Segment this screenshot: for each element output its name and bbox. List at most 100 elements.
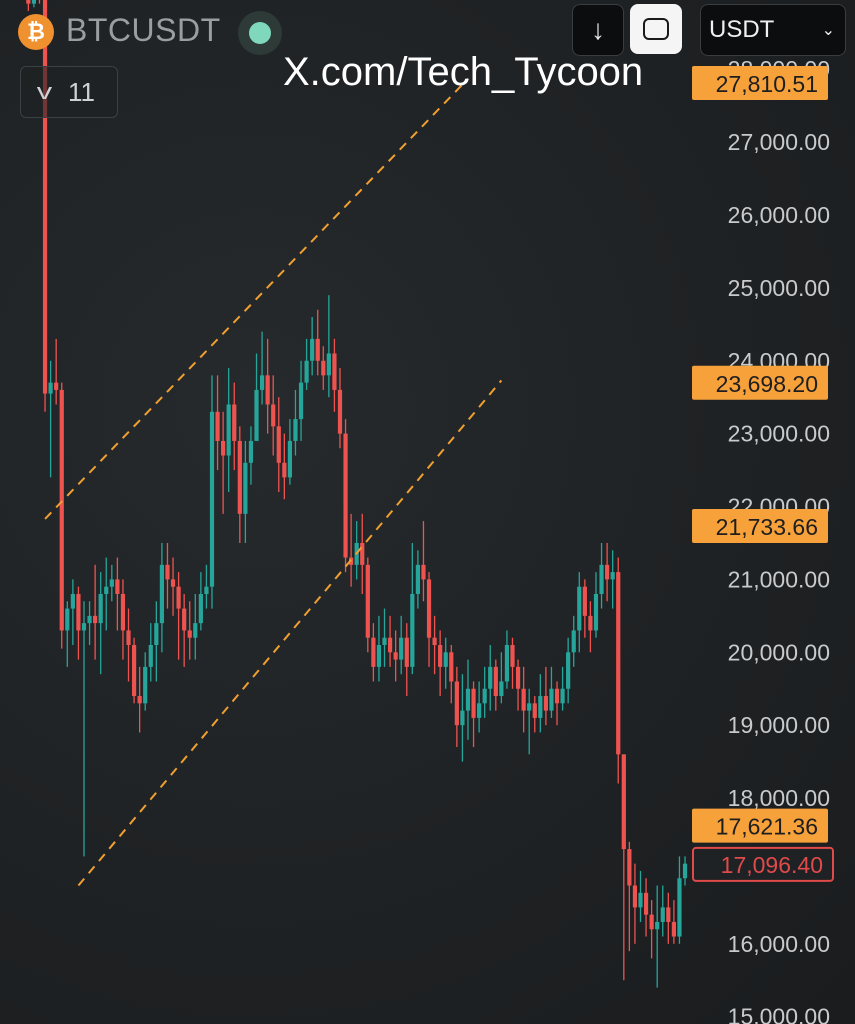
candle <box>42 0 48 412</box>
candle-body <box>120 593 126 631</box>
candle <box>226 368 231 492</box>
candle <box>599 542 604 609</box>
candle <box>588 601 593 653</box>
candle-body <box>404 637 409 667</box>
y-tick-label: 15,000.00 <box>728 1004 830 1024</box>
candle <box>221 411 226 514</box>
candle <box>109 564 114 602</box>
candle <box>310 317 315 376</box>
candle <box>399 615 404 675</box>
candle <box>504 630 510 689</box>
candle-body <box>137 696 142 704</box>
candle-body <box>232 404 237 441</box>
fullscreen-button[interactable] <box>630 4 682 54</box>
candle-body <box>221 440 226 456</box>
candle <box>549 666 554 718</box>
download-arrow-icon: ↓ <box>591 14 605 45</box>
candle <box>237 426 242 543</box>
candle-body <box>304 360 309 383</box>
candle <box>104 557 109 631</box>
candle <box>488 645 493 711</box>
channel-line[interactable] <box>44 78 469 520</box>
candle <box>287 419 293 485</box>
candle <box>376 615 382 682</box>
candle <box>521 666 526 733</box>
candle <box>454 666 459 748</box>
candle <box>682 856 688 886</box>
candle-body <box>521 688 526 711</box>
candle <box>449 645 454 704</box>
candle-body <box>182 608 187 631</box>
candle-body <box>271 404 276 427</box>
candle-body <box>560 688 565 704</box>
candle <box>248 426 254 485</box>
candle-body <box>432 637 437 646</box>
candle-body <box>515 666 521 689</box>
candle-body <box>638 892 643 908</box>
candle <box>393 630 398 682</box>
candle-body <box>616 572 621 755</box>
candle-body <box>599 564 604 594</box>
candle-body <box>337 389 343 434</box>
candle-body <box>527 703 532 711</box>
candle <box>627 841 632 952</box>
candle <box>410 542 415 675</box>
price-badge: 27,810.51 <box>692 66 828 101</box>
candle-body <box>554 688 560 704</box>
candle-body <box>126 630 131 646</box>
candle-body <box>26 0 31 4</box>
candle <box>87 601 92 646</box>
candle <box>126 608 131 682</box>
candle-body <box>310 338 315 361</box>
candle-body <box>454 681 459 726</box>
candle-body <box>682 863 688 879</box>
y-tick-label: 20,000.00 <box>728 639 830 665</box>
download-button[interactable]: ↓ <box>572 4 624 56</box>
candle-body <box>187 630 192 638</box>
fullscreen-icon <box>643 18 669 40</box>
candle-body <box>621 754 626 850</box>
price-badge: 17,096.40 <box>692 846 834 882</box>
candle <box>387 615 393 667</box>
candle <box>499 652 504 704</box>
candle-body <box>449 652 454 682</box>
candle-body <box>176 586 181 609</box>
candle-body <box>70 593 75 609</box>
currency-select[interactable]: USDT ⌄ <box>700 4 846 56</box>
live-status-icon[interactable] <box>238 11 282 55</box>
channel-line[interactable] <box>77 379 503 887</box>
candle-body <box>254 389 259 441</box>
candle-body <box>649 914 654 930</box>
price-badge-bg <box>692 365 828 400</box>
candle <box>137 666 142 733</box>
candle <box>655 885 660 988</box>
candle-body <box>655 921 660 930</box>
candle <box>76 586 81 660</box>
candle <box>204 564 209 609</box>
candle <box>632 863 638 944</box>
candle-body <box>465 688 471 711</box>
candle <box>404 623 409 697</box>
candle-body <box>488 666 493 689</box>
candle <box>671 900 676 944</box>
candle-body <box>104 586 109 594</box>
price-badge-label: 27,810.51 <box>716 71 818 97</box>
indicator-toggle-button[interactable]: v 11 <box>20 66 118 118</box>
y-tick-label: 19,000.00 <box>728 712 830 738</box>
candle-body <box>76 593 81 631</box>
candle-body <box>365 564 370 638</box>
candle-body <box>643 892 649 915</box>
candle <box>543 666 548 726</box>
candle <box>660 885 665 937</box>
price-badge-label: 17,621.36 <box>716 814 818 840</box>
price-badge: 23,698.20 <box>692 365 828 400</box>
candle-body <box>148 645 153 667</box>
candle <box>493 659 498 711</box>
candle-body <box>510 645 515 667</box>
candle-body <box>499 681 504 697</box>
candle <box>649 900 654 959</box>
current-price-badge-bg <box>692 846 834 882</box>
candle-body <box>387 637 393 653</box>
candle-body <box>410 593 415 667</box>
